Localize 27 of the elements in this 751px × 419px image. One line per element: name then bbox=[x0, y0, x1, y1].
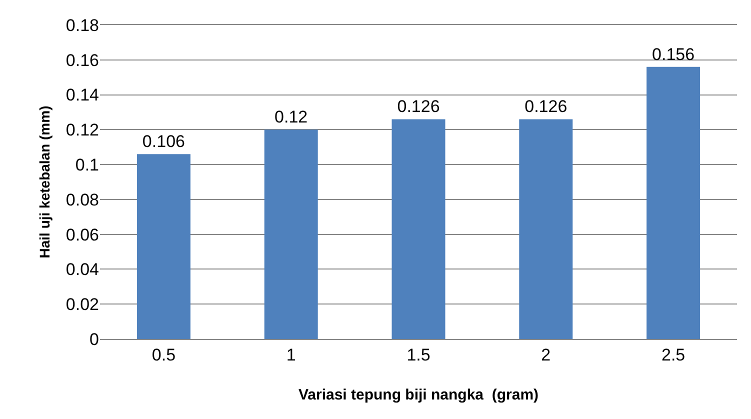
y-tick-label: 0.18 bbox=[66, 16, 99, 35]
x-tick-label: 1.5 bbox=[406, 345, 430, 364]
x-tick-label: 2.5 bbox=[661, 345, 686, 364]
y-tick-label: 0.14 bbox=[66, 86, 99, 105]
y-tick-label: 0.1 bbox=[75, 156, 99, 175]
y-tick-label: 0 bbox=[90, 330, 99, 349]
data-label: 0.156 bbox=[652, 44, 695, 64]
x-tick-label: 0.5 bbox=[152, 345, 176, 364]
data-label: 0.106 bbox=[142, 132, 185, 152]
y-tick-label: 0.12 bbox=[66, 120, 99, 140]
y-tick-label: 0.08 bbox=[66, 190, 99, 210]
data-label: 0.12 bbox=[274, 108, 308, 127]
bar bbox=[519, 119, 573, 339]
data-label: 0.126 bbox=[524, 97, 568, 116]
y-tick-label: 0.04 bbox=[66, 260, 99, 280]
y-tick-label: 0.16 bbox=[66, 50, 99, 70]
bar bbox=[264, 130, 318, 339]
bar bbox=[136, 154, 190, 339]
data-label: 0.126 bbox=[397, 97, 440, 116]
y-tick-label: 0.06 bbox=[66, 225, 99, 244]
bar bbox=[646, 66, 700, 339]
y-tick-label: 0.02 bbox=[66, 295, 99, 314]
y-axis-title: Hail uji ketebalan (mm) bbox=[36, 106, 53, 258]
x-axis-title: Variasi tepung biji nangka (gram) bbox=[298, 386, 539, 404]
x-tick-label: 1 bbox=[286, 345, 296, 364]
bar bbox=[392, 119, 446, 339]
x-tick-label: 2 bbox=[541, 345, 551, 364]
